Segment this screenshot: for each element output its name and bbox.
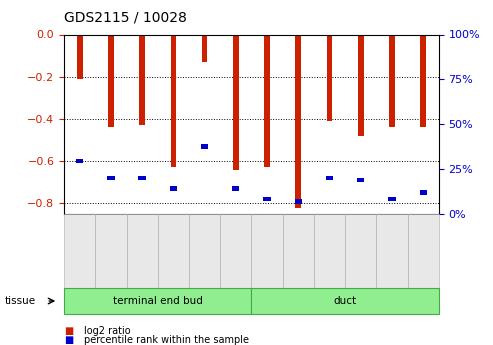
Bar xyxy=(420,190,427,195)
Bar xyxy=(389,34,395,127)
Text: percentile rank within the sample: percentile rank within the sample xyxy=(84,335,249,345)
Bar xyxy=(202,34,208,62)
Bar xyxy=(76,159,83,164)
Bar xyxy=(233,34,239,170)
Bar xyxy=(326,176,333,180)
Bar xyxy=(171,34,176,167)
Bar xyxy=(263,197,271,201)
Bar xyxy=(358,34,363,136)
Text: log2 ratio: log2 ratio xyxy=(84,326,131,336)
Bar xyxy=(388,197,395,201)
Bar xyxy=(327,34,332,121)
Text: tissue: tissue xyxy=(5,296,36,306)
Bar xyxy=(201,144,208,149)
Bar xyxy=(295,34,301,208)
Text: GDS2115 / 10028: GDS2115 / 10028 xyxy=(64,10,187,24)
Text: terminal end bud: terminal end bud xyxy=(113,296,203,306)
Bar xyxy=(108,34,114,127)
Text: ■: ■ xyxy=(64,335,73,345)
Bar xyxy=(357,178,364,183)
Bar xyxy=(232,186,240,191)
Bar xyxy=(170,186,177,191)
Bar xyxy=(421,34,426,127)
Bar xyxy=(139,176,146,180)
Bar xyxy=(295,199,302,204)
Bar xyxy=(77,34,82,79)
Bar xyxy=(264,34,270,167)
Bar xyxy=(107,176,114,180)
Text: ■: ■ xyxy=(64,326,73,336)
Bar xyxy=(140,34,145,125)
Text: duct: duct xyxy=(334,296,356,306)
